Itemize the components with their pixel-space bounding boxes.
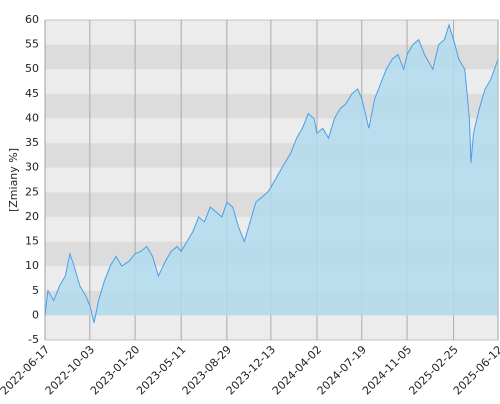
y-tick-label: 15 [25, 235, 39, 248]
y-tick-label: 10 [25, 259, 39, 272]
y-tick-label: 0 [32, 308, 39, 321]
y-tick-label: 60 [25, 13, 39, 26]
y-tick-label: 30 [25, 161, 39, 174]
y-tick-label: 40 [25, 111, 39, 124]
area [45, 24, 498, 323]
y-tick-label: 55 [25, 38, 39, 51]
y-tick-label: 35 [25, 136, 39, 149]
grid-band [45, 20, 498, 45]
plot-frame [44, 19, 499, 341]
y-axis-label: [Zmiany %] [7, 148, 20, 212]
line [44, 23, 499, 323]
grid-band [45, 315, 498, 340]
y-tick-label: 45 [25, 87, 39, 100]
y-tick-label: 20 [25, 210, 39, 223]
y-tick-label: -5 [28, 333, 39, 346]
y-tick-label: 5 [32, 284, 39, 297]
y-tick-label: 25 [25, 185, 39, 198]
y-tick-label: 50 [25, 62, 39, 75]
